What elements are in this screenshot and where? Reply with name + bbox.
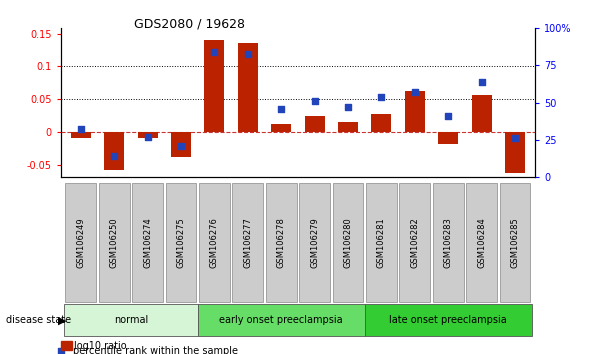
Text: GSM106285: GSM106285 [511, 217, 519, 268]
Text: GSM106250: GSM106250 [109, 217, 119, 268]
FancyBboxPatch shape [299, 183, 330, 302]
Point [309, 98, 319, 104]
Point [210, 49, 219, 55]
Text: early onset preeclampsia: early onset preeclampsia [219, 315, 343, 325]
Point [143, 134, 153, 140]
Point [109, 153, 119, 159]
FancyBboxPatch shape [198, 304, 365, 336]
Bar [71, 132, 91, 137]
Text: GSM106280: GSM106280 [344, 217, 353, 268]
Bar [338, 122, 358, 132]
Point [277, 106, 286, 112]
Point [410, 90, 420, 95]
Text: GSM106278: GSM106278 [277, 217, 286, 268]
FancyBboxPatch shape [466, 183, 497, 302]
FancyBboxPatch shape [433, 183, 463, 302]
Text: GSM106283: GSM106283 [444, 217, 453, 268]
Bar [505, 132, 525, 173]
FancyBboxPatch shape [165, 183, 196, 302]
Text: GSM106277: GSM106277 [243, 217, 252, 268]
FancyBboxPatch shape [366, 183, 397, 302]
Point [510, 136, 520, 141]
Text: disease state: disease state [6, 315, 71, 325]
Bar [271, 124, 291, 132]
Bar [472, 95, 492, 132]
Text: GSM106282: GSM106282 [410, 217, 420, 268]
Text: log10 ratio: log10 ratio [74, 341, 127, 351]
Bar [405, 91, 425, 132]
FancyBboxPatch shape [500, 183, 530, 302]
Text: normal: normal [114, 315, 148, 325]
FancyBboxPatch shape [199, 183, 230, 302]
FancyBboxPatch shape [99, 183, 130, 302]
Point [176, 143, 186, 149]
Text: GSM106279: GSM106279 [310, 217, 319, 268]
FancyBboxPatch shape [64, 304, 198, 336]
Bar [438, 132, 458, 144]
Text: GSM106281: GSM106281 [377, 217, 386, 268]
FancyBboxPatch shape [266, 183, 297, 302]
Text: late onset preeclampsia: late onset preeclampsia [389, 315, 507, 325]
Text: GSM106274: GSM106274 [143, 217, 152, 268]
Point [443, 113, 453, 119]
FancyBboxPatch shape [399, 183, 430, 302]
Bar [171, 132, 191, 156]
Text: GSM106276: GSM106276 [210, 217, 219, 268]
Bar [137, 132, 157, 137]
Point [343, 104, 353, 110]
FancyBboxPatch shape [365, 304, 532, 336]
Bar [305, 116, 325, 132]
Bar [204, 40, 224, 132]
Point [477, 79, 486, 85]
Bar [104, 132, 124, 170]
FancyBboxPatch shape [133, 183, 163, 302]
Text: GSM106275: GSM106275 [176, 217, 185, 268]
Bar [238, 44, 258, 132]
Point [243, 51, 253, 56]
Text: GSM106284: GSM106284 [477, 217, 486, 268]
FancyBboxPatch shape [66, 183, 96, 302]
Text: GSM106249: GSM106249 [77, 217, 85, 268]
Text: ▶: ▶ [58, 315, 66, 325]
Point [76, 127, 86, 132]
Bar [371, 114, 392, 132]
Text: GDS2080 / 19628: GDS2080 / 19628 [134, 18, 245, 31]
Point [257, 304, 267, 309]
FancyBboxPatch shape [333, 183, 364, 302]
Text: percentile rank within the sample: percentile rank within the sample [73, 346, 238, 354]
FancyBboxPatch shape [232, 183, 263, 302]
Point [376, 94, 386, 99]
